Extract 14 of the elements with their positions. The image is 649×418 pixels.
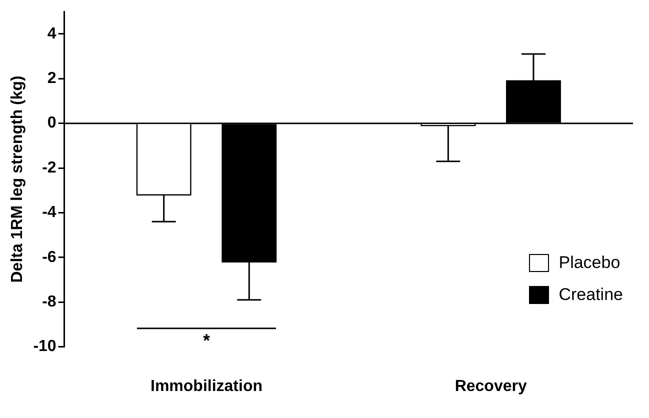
y-tick-label: -8 xyxy=(42,294,56,311)
y-tick-label: -6 xyxy=(42,248,56,266)
y-tick-label: 4 xyxy=(47,25,56,42)
y-tick-label: 0 xyxy=(47,114,56,132)
y-tick-label: -4 xyxy=(42,204,56,222)
y-tick-label: -10 xyxy=(33,338,56,356)
annotation: * xyxy=(202,330,210,350)
legend-label: Placebo xyxy=(558,252,620,273)
x-tick-label: Immobilization xyxy=(150,378,262,395)
y-tick-label: 2 xyxy=(47,70,56,88)
y-axis-title: Delta 1RM leg strength (kg) xyxy=(9,76,26,283)
y-tick-label: -2 xyxy=(42,159,56,176)
legend-label: Creatine xyxy=(558,284,623,305)
x-tick-label: Recovery xyxy=(454,378,527,395)
